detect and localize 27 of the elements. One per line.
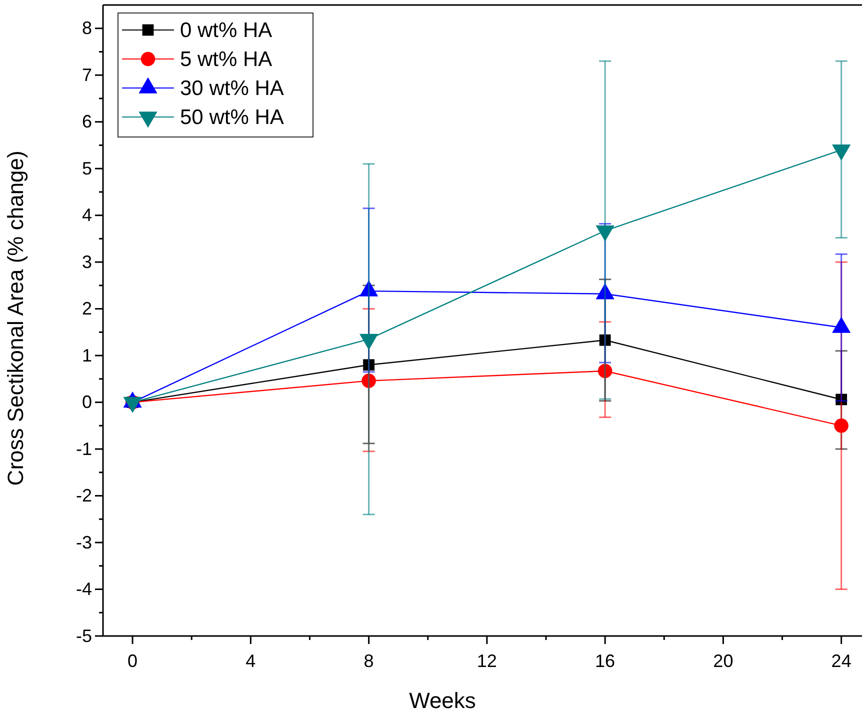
y-tick-label: 4 — [82, 205, 92, 226]
y-tick-label: 1 — [82, 345, 92, 366]
y-tick-label: 5 — [82, 158, 92, 178]
y-tick-label: -4 — [76, 579, 92, 600]
y-tick-label: -3 — [76, 532, 92, 552]
x-tick-label: 16 — [595, 650, 616, 671]
x-tick-label: 24 — [831, 650, 852, 671]
y-axis-title: Cross Sectikonal Area (% change) — [3, 150, 28, 486]
x-tick-label: 12 — [476, 650, 497, 671]
legend-label: 0 wt% HA — [180, 19, 272, 42]
x-axis-title: Weeks — [409, 688, 476, 713]
legend-label: 30 wt% HA — [180, 77, 284, 100]
y-tick-label: -2 — [76, 486, 92, 506]
x-tick-label: 0 — [128, 650, 138, 671]
y-tick-label: 2 — [82, 298, 92, 319]
y-tick-label: -1 — [76, 438, 92, 459]
x-tick-label: 4 — [246, 650, 256, 671]
y-tick-label: -5 — [76, 626, 92, 646]
x-tick-label: 8 — [364, 650, 374, 671]
x-tick-label: 20 — [713, 650, 734, 671]
legend-label: 50 wt% HA — [180, 106, 284, 129]
legend-label: 5 wt% HA — [180, 48, 272, 71]
y-tick-label: 7 — [82, 64, 92, 85]
y-tick-label: 0 — [82, 392, 92, 412]
y-tick-label: 8 — [82, 18, 92, 38]
y-tick-label: 6 — [82, 112, 92, 132]
y-tick-label: 3 — [82, 252, 92, 272]
